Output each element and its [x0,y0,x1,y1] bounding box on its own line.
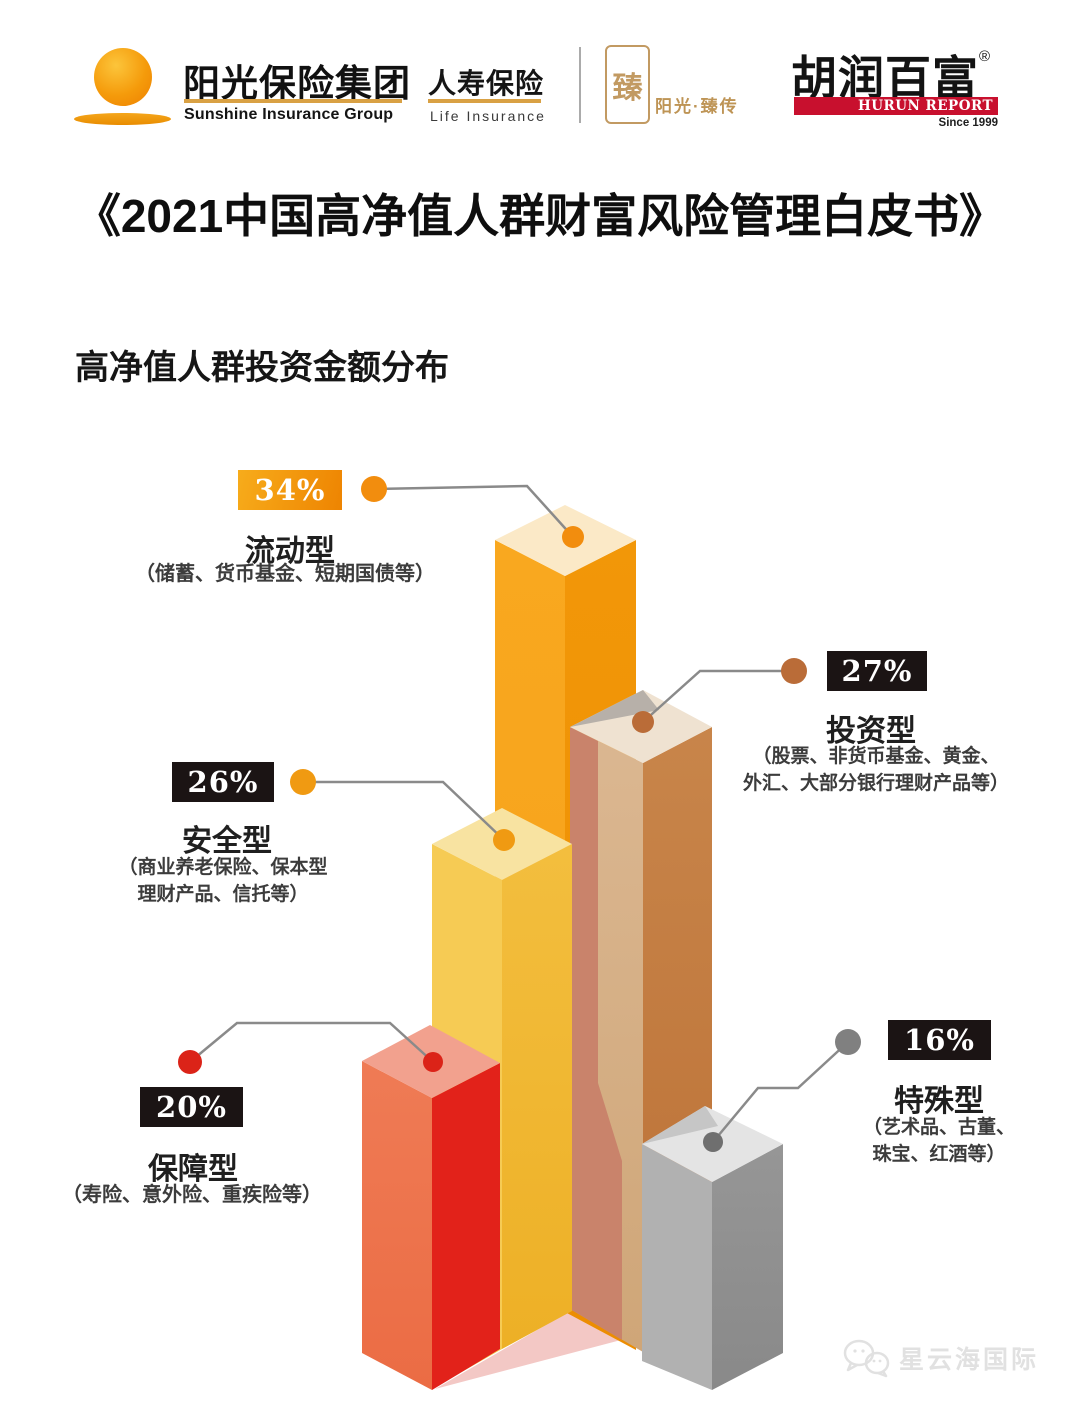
category-name-liquid: 流动型 [245,535,335,568]
pct-badge-protection: 20% [140,1087,243,1127]
category-desc-special: （艺术品、古董、 珠宝、红酒等） [862,1117,1015,1165]
hurun-since-label: Since 1999 [938,117,998,129]
sunshine-group-name-en: Sunshine Insurance Group [184,106,394,123]
header-divider [579,47,581,123]
category-name-protection: 保障型 [148,1153,238,1186]
sunshine-sun-logo-icon [94,48,152,106]
bar-special-right-face [712,1144,783,1390]
wechat-icon [843,1339,890,1378]
bar-protection-20 [362,1025,500,1390]
hurun-logo-cn: 胡润百富® [791,42,991,108]
dot-investment-label [781,658,807,684]
category-name-investment: 投资型 [826,715,916,748]
connector-line-investment [642,669,794,723]
category-name-special: 特殊型 [894,1085,984,1118]
category-desc-safety: （商业养老保险、保本型 理财产品、信托等） [118,857,328,905]
bar-protection-left-face [362,1061,432,1390]
registered-mark: ® [979,48,992,65]
dot-protection-bar [423,1052,443,1072]
category-desc-investment: （股票、非货币基金、黄金、 外汇、大部分银行理财产品等） [742,746,1009,794]
dot-special-label [835,1029,861,1055]
connector-line-safety [303,780,505,841]
callout-dots [178,476,861,1152]
gold-underline-2 [428,99,541,103]
watermark-text: 星云海国际 [899,1346,1040,1374]
callout-connectors [189,484,849,1143]
sunshine-sun-swoosh-icon [74,113,171,125]
category-name-safety: 安全型 [182,825,272,858]
pct-badge-liquid: 34% [238,470,342,510]
floor-shadow [435,1311,621,1389]
connector-line-liquid [373,484,574,538]
gold-underline [184,99,402,103]
zhen-brand-label: 阳光·臻传 [655,97,739,116]
zhen-seal-icon: 臻 [605,45,650,124]
category-desc-protection: （寿险、意外险、重疾险等） [62,1184,322,1206]
dot-special-bar [703,1132,723,1152]
bar-special-left-face [642,1144,712,1390]
bar-special-top-shadow [642,1106,718,1144]
dot-liquid-bar [562,526,584,548]
bar-protection-right-face [432,1063,500,1390]
connector-line-special [712,1041,849,1143]
hurun-name: 胡润百富 [791,52,979,104]
chart-title: 高净值人群投资金额分布 [75,349,449,387]
pct-badge-safety: 26% [172,762,274,802]
dot-liquid-label [361,476,387,502]
bar-safety-right-face [502,844,572,1349]
life-insurance-cn: 人寿保险 [428,68,545,99]
connector-line-protection [189,1021,434,1063]
dot-safety-label [290,769,316,795]
dot-protection-label [178,1050,202,1074]
pct-badge-special: 16% [888,1020,991,1060]
dot-investment-bar [632,711,654,733]
dot-safety-bar [493,829,515,851]
category-desc-liquid: （储蓄、货币基金、短期国债等） [135,563,435,585]
bar-investment-top-shadow [570,690,659,727]
sunshine-group-name-cn: 阳光保险集团 [183,63,411,104]
watermark: 星云海国际 [843,1338,1039,1378]
page-title: 《2021中国高净值人群财富风险管理白皮书》 [74,190,1006,242]
pct-badge-investment: 27% [827,651,927,691]
hurun-report-banner: HURUN REPORT [794,97,998,115]
bar-investment-left-face-shadow [570,727,622,1340]
life-insurance-en: Life Insurance [430,108,546,124]
